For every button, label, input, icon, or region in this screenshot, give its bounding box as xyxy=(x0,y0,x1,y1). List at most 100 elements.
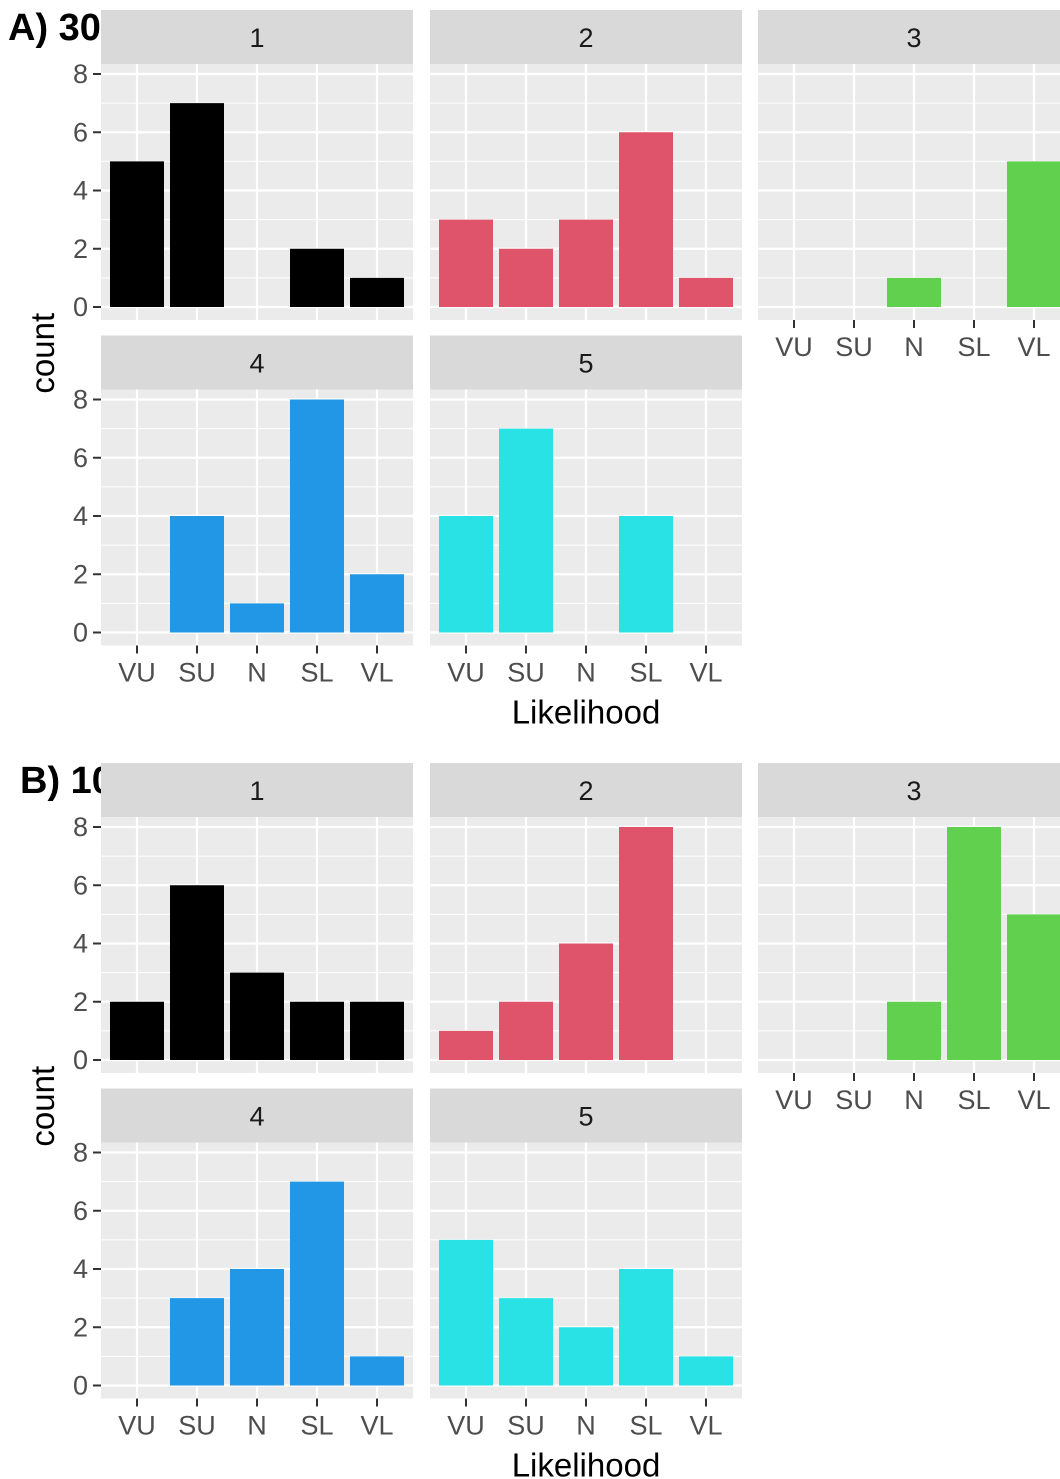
bar-VL xyxy=(679,278,733,307)
facet-strip-label: 3 xyxy=(906,23,921,53)
y-axis-title: count xyxy=(24,313,61,394)
facet-2: 2 xyxy=(430,763,742,1073)
x-tick-label: SL xyxy=(629,1411,662,1441)
x-tick-label: SU xyxy=(178,1411,216,1441)
x-tick-label: N xyxy=(904,1085,924,1115)
bar-VU xyxy=(110,1002,164,1060)
x-tick-label: SU xyxy=(835,332,873,362)
bar-SL xyxy=(290,249,344,307)
bar-VL xyxy=(350,574,404,632)
x-tick-label: SU xyxy=(507,1411,545,1441)
facet-strip-label: 4 xyxy=(249,1102,264,1132)
bar-SL xyxy=(619,827,673,1060)
x-tick-label: N xyxy=(904,332,924,362)
y-tick-label: 6 xyxy=(73,117,88,147)
bar-SU xyxy=(170,1298,224,1385)
facet-2: 2 xyxy=(430,10,742,320)
y-tick-label: 0 xyxy=(73,1045,88,1075)
facet-5: 5 VU SU N SL VL xyxy=(430,1089,742,1441)
y-tick-label: 2 xyxy=(73,1312,88,1342)
facet-1: 1 0 2 4 6 8 xyxy=(73,763,413,1075)
bar-VL xyxy=(350,1002,404,1060)
x-tick-label: VU xyxy=(118,1411,156,1441)
facet-1: 1 0 2 4 6 8 xyxy=(73,10,413,322)
x-tick-label: VU xyxy=(118,658,156,688)
y-tick-label: 0 xyxy=(73,1371,88,1401)
x-tick-label: SU xyxy=(835,1085,873,1115)
facet-4: 4 0 2 4 6 8 VU SU N SL VL xyxy=(73,336,413,688)
x-tick-label: VL xyxy=(689,1411,722,1441)
bar-VL xyxy=(350,1356,404,1385)
bar-VU xyxy=(439,516,493,633)
y-tick-label: 4 xyxy=(73,501,88,531)
x-tick-label: SL xyxy=(957,1085,990,1115)
y-tick-label: 4 xyxy=(73,929,88,959)
bar-SL xyxy=(619,132,673,307)
facet-strip-label: 2 xyxy=(578,776,593,806)
bar-SL xyxy=(290,1002,344,1060)
x-axis-title: Likelihood xyxy=(512,694,661,731)
y-tick-label: 0 xyxy=(73,292,88,322)
facet-strip-label: 2 xyxy=(578,23,593,53)
y-tick-label: 2 xyxy=(73,234,88,264)
x-tick-label: SL xyxy=(957,332,990,362)
bar-SL xyxy=(290,400,344,633)
bar-N xyxy=(230,603,284,632)
bar-VU xyxy=(110,161,164,307)
bar-SU xyxy=(499,249,553,307)
facet-3: 3 VU SU N SL VL xyxy=(758,10,1060,362)
x-tick-label: VU xyxy=(447,1411,485,1441)
bar-N xyxy=(559,220,613,307)
x-tick-label: VU xyxy=(447,658,485,688)
bar-VL xyxy=(1007,161,1060,307)
y-tick-label: 2 xyxy=(73,559,88,589)
bar-VU xyxy=(439,220,493,307)
facet-strip-label: 5 xyxy=(578,349,593,379)
y-tick-label: 6 xyxy=(73,443,88,473)
x-tick-label: SU xyxy=(507,658,545,688)
y-tick-label: 0 xyxy=(73,618,88,648)
facet-strip-label: 5 xyxy=(578,1102,593,1132)
bar-SU xyxy=(170,885,224,1060)
y-tick-label: 8 xyxy=(73,59,88,89)
x-tick-label: VL xyxy=(689,658,722,688)
chart-block-2: B) 100 Yr10246823VUSUNSLVL402468VUSUNSLV… xyxy=(20,760,1060,1479)
bar-SL xyxy=(947,827,1001,1060)
facet-5: 5 VU SU N SL VL xyxy=(430,336,742,688)
bar-N xyxy=(230,1269,284,1386)
x-tick-label: N xyxy=(576,658,596,688)
x-tick-label: SL xyxy=(300,658,333,688)
y-tick-label: 2 xyxy=(73,987,88,1017)
x-tick-label: SU xyxy=(178,658,216,688)
x-tick-label: N xyxy=(247,658,267,688)
x-tick-label: VL xyxy=(360,658,393,688)
bar-SU xyxy=(499,1002,553,1060)
bar-VU xyxy=(439,1240,493,1386)
bar-SL xyxy=(619,1269,673,1386)
x-tick-label: SL xyxy=(300,1411,333,1441)
bar-N xyxy=(559,1327,613,1385)
bar-N xyxy=(230,973,284,1060)
y-tick-label: 8 xyxy=(73,385,88,415)
bar-SU xyxy=(499,1298,553,1385)
bar-VU xyxy=(439,1031,493,1060)
bar-SL xyxy=(619,516,673,633)
x-tick-label: VL xyxy=(360,1411,393,1441)
bar-SU xyxy=(499,429,553,633)
x-tick-label: VL xyxy=(1017,1085,1050,1115)
x-tick-label: N xyxy=(576,1411,596,1441)
y-tick-label: 6 xyxy=(73,870,88,900)
bar-SL xyxy=(290,1182,344,1386)
facet-strip-label: 4 xyxy=(249,349,264,379)
bar-VL xyxy=(679,1356,733,1385)
bar-VL xyxy=(1007,914,1060,1060)
x-tick-label: N xyxy=(247,1411,267,1441)
bar-N xyxy=(887,1002,941,1060)
x-tick-label: SL xyxy=(629,658,662,688)
bar-N xyxy=(887,278,941,307)
y-tick-label: 6 xyxy=(73,1196,88,1226)
bar-SU xyxy=(170,516,224,633)
facet-4: 4 0 2 4 6 8 VU SU N SL VL xyxy=(73,1089,413,1441)
